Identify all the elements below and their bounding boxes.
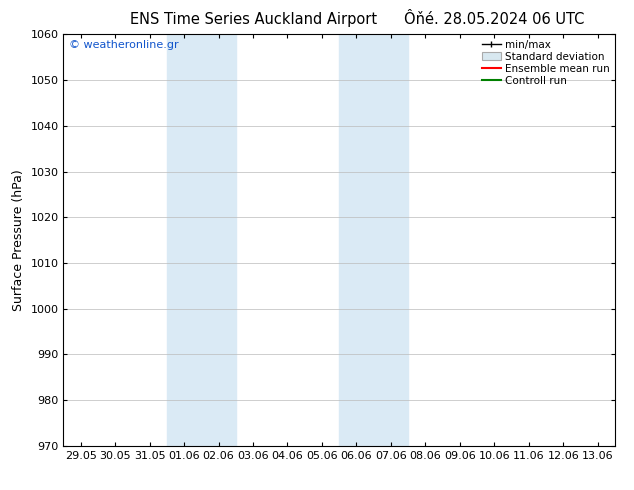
Bar: [339, 34, 408, 446]
Text: Ôňé. 28.05.2024 06 UTC: Ôňé. 28.05.2024 06 UTC: [404, 12, 585, 27]
Legend: min/max, Standard deviation, Ensemble mean run, Controll run: min/max, Standard deviation, Ensemble me…: [482, 40, 610, 86]
Bar: [167, 34, 236, 446]
Text: © weatheronline.gr: © weatheronline.gr: [69, 41, 179, 50]
Text: ENS Time Series Auckland Airport: ENS Time Series Auckland Airport: [130, 12, 377, 27]
Y-axis label: Surface Pressure (hPa): Surface Pressure (hPa): [12, 169, 25, 311]
